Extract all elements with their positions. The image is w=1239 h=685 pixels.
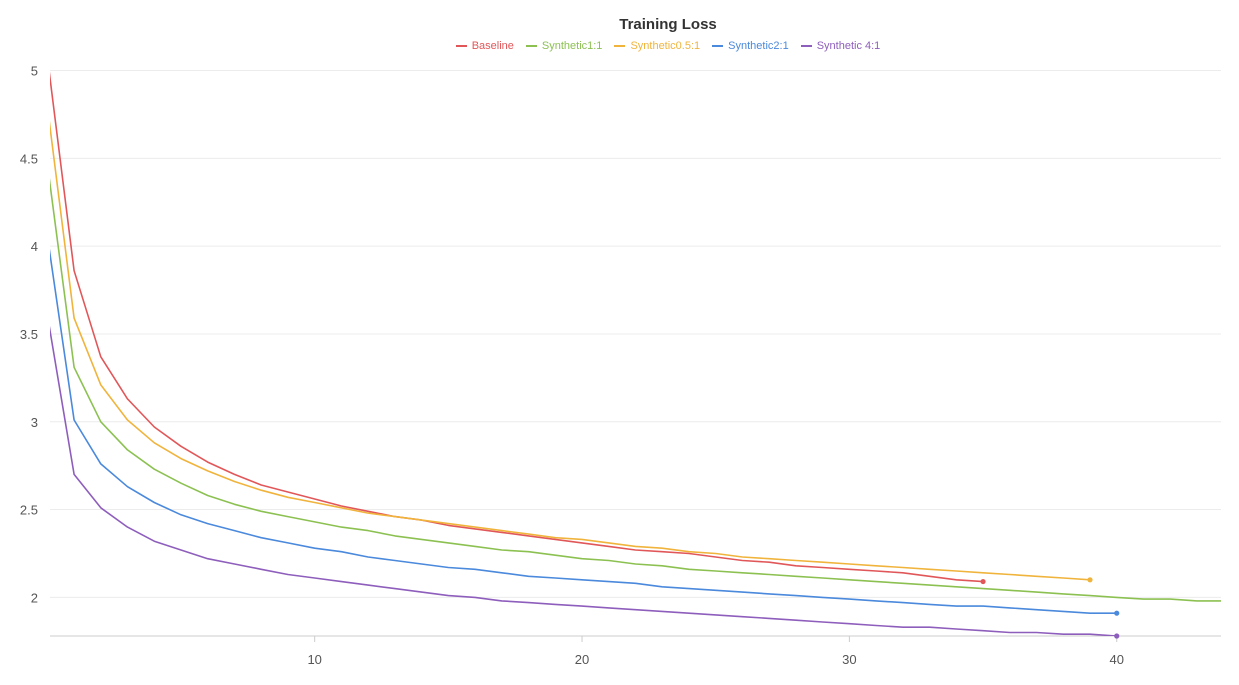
y-tick-label: 2: [31, 590, 38, 605]
legend-label: Synthetic0.5:1: [630, 40, 701, 52]
y-tick-label: 4.5: [20, 151, 38, 166]
legend-item[interactable]: Baseline: [455, 40, 514, 52]
legend-swatch: [614, 45, 626, 47]
legend-item[interactable]: Synthetic0.5:1: [614, 40, 700, 52]
legend: Baseline Synthetic1:1 Synthetic0.5:1 Synthe…: [0, 40, 1239, 52]
y-tick-label: 4: [31, 239, 38, 254]
legend-swatch: [525, 45, 537, 47]
y-tick-label: 3.5: [20, 327, 38, 342]
legend-swatch: [800, 45, 812, 47]
legend-label: Baseline: [471, 40, 514, 52]
y-tick-label: 5: [31, 64, 38, 79]
series-line-2: [50, 177, 1221, 602]
series-end-marker-3: [1087, 577, 1093, 583]
legend-item[interactable]: Synthetic1:1: [525, 40, 603, 52]
series-end-marker-4: [1114, 610, 1120, 616]
legend-label: Synthetic2:1: [728, 40, 789, 52]
y-tick-label: 2.5: [20, 503, 38, 518]
legend-item[interactable]: Synthetic 4:1: [800, 40, 881, 52]
chart-title: Training Loss: [619, 16, 717, 33]
legend-item[interactable]: Synthetic2:1: [712, 40, 789, 52]
series-line-4: [50, 248, 1117, 615]
series-line-3: [50, 120, 1091, 581]
legend-swatch: [455, 45, 467, 47]
x-tick-label: 20: [575, 652, 589, 667]
y-tick-label: 3: [31, 415, 38, 430]
series-end-marker-1: [980, 578, 986, 585]
x-tick-label: 30: [842, 652, 856, 667]
series-line-1: [50, 71, 984, 583]
legend-label: Synthetic1:1: [541, 40, 603, 52]
series-end-marker-5: [1114, 633, 1120, 639]
legend-label: Synthetic 4:1: [816, 40, 881, 52]
legend-swatch: [712, 45, 724, 47]
x-tick-label: 10: [307, 652, 321, 667]
x-tick-label: 40: [1109, 652, 1123, 667]
series-line-5: [50, 325, 1117, 636]
